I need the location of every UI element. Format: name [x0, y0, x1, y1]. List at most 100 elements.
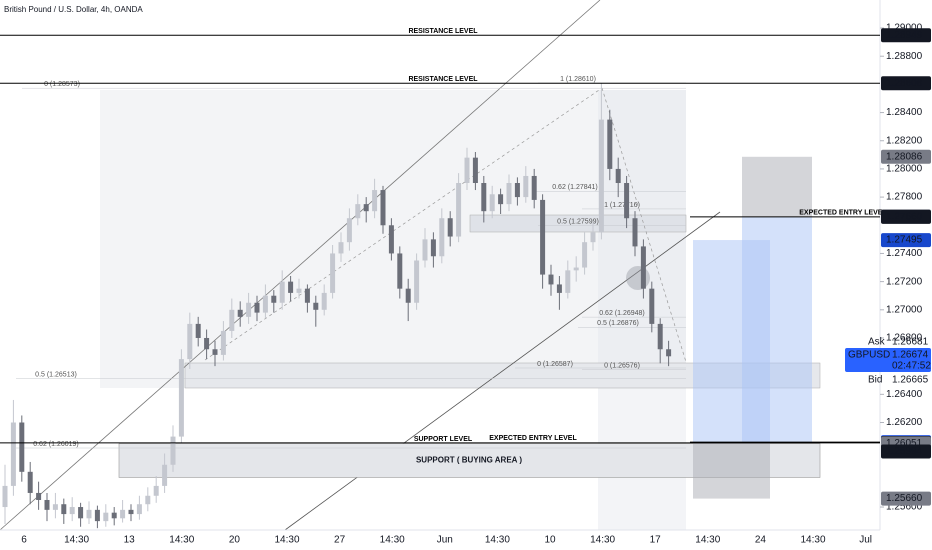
candle-body — [36, 492, 42, 500]
y-tick-label: 1.28000 — [886, 164, 923, 175]
candle-body — [27, 471, 33, 493]
price-label: 1.28608 — [886, 78, 923, 89]
x-tick-label: 14:30 — [590, 535, 615, 546]
candle-body — [447, 218, 453, 237]
candle-body — [212, 349, 218, 355]
symbol: GBPUSD — [848, 350, 890, 361]
candle-body — [195, 323, 201, 338]
candle-body — [506, 183, 512, 205]
candle-body — [170, 436, 176, 465]
position-box — [693, 442, 770, 499]
price-label-box — [881, 209, 931, 224]
candle-body — [607, 119, 613, 169]
bid-price: 1.26665 — [892, 375, 929, 386]
candle-body — [355, 204, 361, 219]
candle-body — [456, 183, 462, 237]
candle-body — [615, 168, 621, 184]
candle-body — [388, 225, 394, 254]
ask-label: Ask — [868, 337, 886, 348]
fib-label: 0 (1.26576) — [604, 362, 640, 369]
candle-body — [540, 199, 546, 275]
candle-body — [313, 302, 319, 310]
last-price: 1.26674 — [892, 350, 929, 361]
candle-body — [657, 323, 663, 350]
candle-body — [321, 292, 327, 310]
level-label: EXPECTED ENTRY LEVEL — [489, 435, 577, 442]
candle-body — [598, 119, 604, 233]
candle-body — [481, 183, 487, 212]
candle-body — [10, 422, 16, 486]
candle-body — [204, 337, 210, 350]
x-tick-label: 14:30 — [485, 535, 510, 546]
x-tick-label: 14:30 — [169, 535, 194, 546]
candle-body — [136, 504, 142, 515]
x-tick-label: Jul — [859, 535, 872, 546]
y-tick-label: 1.26200 — [886, 417, 923, 428]
price-label: 1.27660 — [886, 211, 923, 222]
candle-body — [405, 288, 411, 303]
candle-body — [464, 157, 470, 184]
y-tick-label: 1.27800 — [886, 192, 923, 203]
candle-body — [279, 281, 285, 303]
candle-body — [363, 204, 369, 212]
candle-body — [2, 485, 8, 508]
candle-body — [531, 175, 537, 200]
candle-body — [498, 194, 504, 205]
candle-body — [86, 509, 92, 519]
fib-trend — [204, 87, 603, 361]
candle-body — [422, 239, 428, 261]
candle-body — [304, 288, 310, 303]
position-box — [742, 156, 812, 217]
candle-body — [19, 422, 25, 472]
candle-body — [489, 194, 495, 212]
candle-body — [666, 349, 672, 357]
fib-label: 0.5 (1.26513) — [35, 371, 77, 378]
candle-body — [78, 507, 84, 519]
candle-body — [632, 218, 638, 247]
candle-body — [624, 183, 630, 219]
candle-body — [556, 284, 562, 293]
price-label: 1.28086 — [886, 151, 923, 162]
candle-body — [372, 190, 378, 212]
candle-body — [145, 495, 151, 505]
candle-body — [573, 267, 579, 271]
y-tick-label: 1.25600 — [886, 502, 923, 513]
candle-body — [649, 288, 655, 324]
candle-body — [44, 499, 50, 510]
price-label-box — [881, 444, 931, 459]
chart-title: British Pound / U.S. Dollar, 4h, OANDA — [4, 5, 143, 14]
x-tick-label: 6 — [21, 535, 27, 546]
marker — [626, 266, 650, 290]
candle-body — [229, 309, 235, 331]
price-label: 1.27495 — [886, 235, 923, 246]
candle-body — [187, 323, 193, 360]
candle-body — [338, 242, 344, 254]
price-label: 1.25994 — [886, 446, 923, 457]
candle-body — [288, 281, 294, 293]
candle-body — [128, 509, 134, 515]
fib-label: 0.5 (1.27599) — [557, 218, 599, 225]
price-label: 1.26051 — [886, 438, 923, 449]
candle-body — [103, 512, 109, 522]
candle-body — [254, 302, 260, 313]
candle-body — [153, 485, 159, 496]
price-label: 1.28949 — [886, 30, 923, 41]
x-tick-label: 14:30 — [380, 535, 405, 546]
candle-body — [346, 218, 352, 243]
x-tick-label: 14:30 — [695, 535, 720, 546]
candle-body — [565, 270, 571, 293]
candle-body — [548, 274, 554, 285]
candle-body — [178, 359, 184, 437]
x-tick-label: 20 — [229, 535, 241, 546]
price-label-box — [881, 76, 931, 91]
x-tick-label: 14:30 — [64, 535, 89, 546]
x-tick-label: 14:30 — [274, 535, 299, 546]
level-label: SUPPORT LEVEL — [414, 436, 473, 443]
y-tick-label: 1.26400 — [886, 389, 923, 400]
zone-label: SUPPORT ( BUYING AREA ) — [416, 456, 522, 465]
x-tick-label: 17 — [650, 535, 662, 546]
candle-body — [52, 504, 58, 510]
candle-body — [330, 253, 336, 293]
candle-body — [430, 239, 436, 257]
